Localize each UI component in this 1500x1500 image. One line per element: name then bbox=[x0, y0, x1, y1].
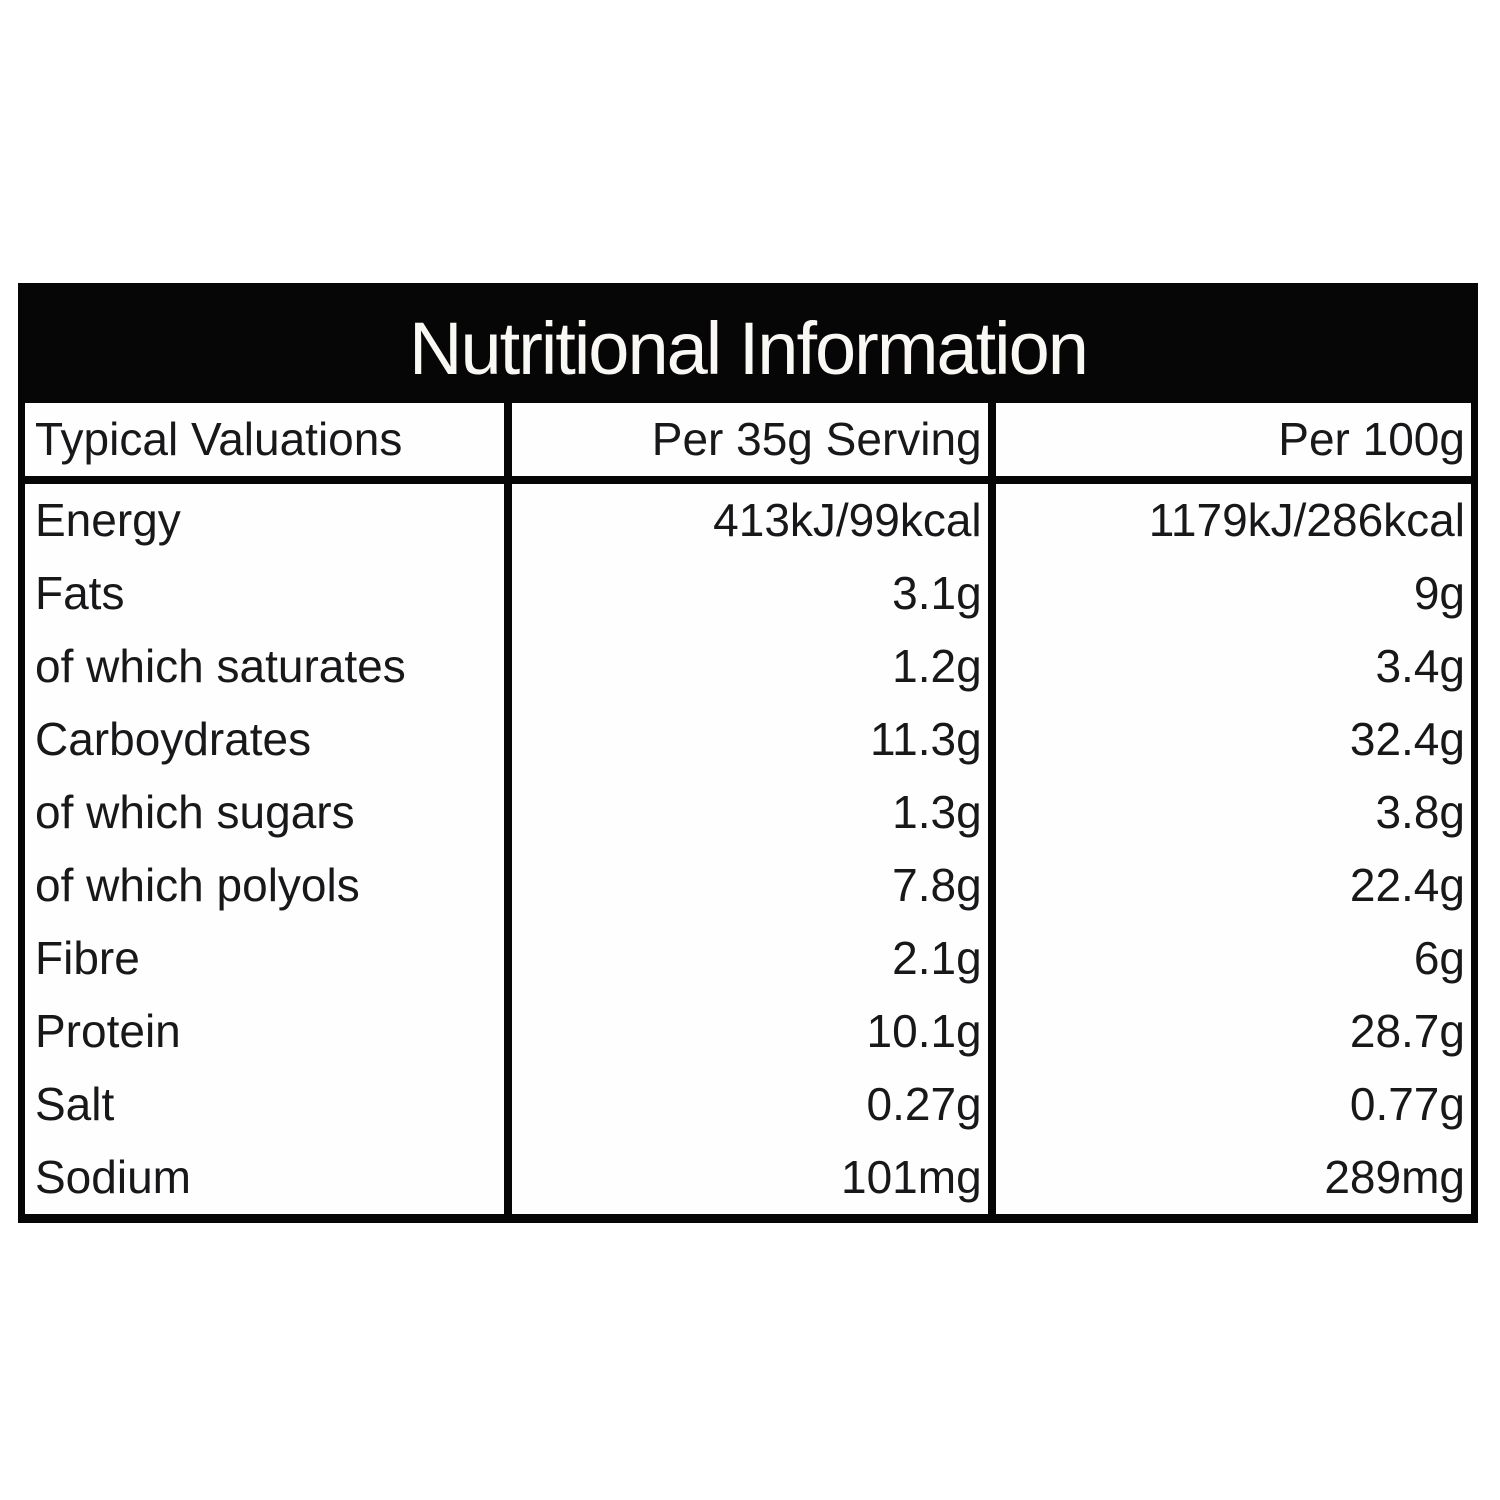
row-per-100g: 28.7g bbox=[995, 995, 1471, 1068]
row-label: Fibre bbox=[25, 922, 505, 995]
table-row-fibre: Fibre 2.1g 6g bbox=[25, 922, 1471, 995]
table-row-salt: Salt 0.27g 0.77g bbox=[25, 1068, 1471, 1141]
header-row: Typical Valuations Per 35g Serving Per 1… bbox=[25, 403, 1471, 476]
row-label: Sodium bbox=[25, 1141, 505, 1214]
row-label: of which sugars bbox=[25, 776, 505, 849]
table-row-carbohydrates: Carboydrates 11.3g 32.4g bbox=[25, 703, 1471, 776]
table-row-protein: Protein 10.1g 28.7g bbox=[25, 995, 1471, 1068]
row-label: Carboydrates bbox=[25, 703, 505, 776]
table-row-energy: Energy 413kJ/99kcal 1179kJ/286kcal bbox=[25, 484, 1471, 557]
row-per-serving: 413kJ/99kcal bbox=[512, 484, 988, 557]
row-per-serving: 101mg bbox=[512, 1141, 988, 1214]
row-per-serving: 10.1g bbox=[512, 995, 988, 1068]
row-per-100g: 1179kJ/286kcal bbox=[995, 484, 1471, 557]
header-per-serving: Per 35g Serving bbox=[512, 403, 988, 476]
row-label: Protein bbox=[25, 995, 505, 1068]
table-row-fats: Fats 3.1g 9g bbox=[25, 557, 1471, 630]
table-row-saturates: of which saturates 1.2g 3.4g bbox=[25, 630, 1471, 703]
row-per-serving: 3.1g bbox=[512, 557, 988, 630]
row-label: Salt bbox=[25, 1068, 505, 1141]
row-per-100g: 22.4g bbox=[995, 849, 1471, 922]
row-per-100g: 9g bbox=[995, 557, 1471, 630]
row-per-100g: 0.77g bbox=[995, 1068, 1471, 1141]
table-title-bar: Nutritional Information bbox=[25, 283, 1471, 403]
row-label: Energy bbox=[25, 484, 505, 557]
row-per-100g: 6g bbox=[995, 922, 1471, 995]
row-label: of which polyols bbox=[25, 849, 505, 922]
row-per-serving: 1.3g bbox=[512, 776, 988, 849]
row-per-100g: 3.4g bbox=[995, 630, 1471, 703]
row-per-100g: 289mg bbox=[995, 1141, 1471, 1214]
row-label: Fats bbox=[25, 557, 505, 630]
nutrition-table: Nutritional Information Typical Valuatio… bbox=[18, 283, 1478, 1223]
header-per-100g: Per 100g bbox=[995, 403, 1471, 476]
row-per-100g: 3.8g bbox=[995, 776, 1471, 849]
row-per-100g: 32.4g bbox=[995, 703, 1471, 776]
row-per-serving: 7.8g bbox=[512, 849, 988, 922]
row-per-serving: 0.27g bbox=[512, 1068, 988, 1141]
table-row-sugars: of which sugars 1.3g 3.8g bbox=[25, 776, 1471, 849]
row-per-serving: 11.3g bbox=[512, 703, 988, 776]
row-per-serving: 2.1g bbox=[512, 922, 988, 995]
table-row-polyols: of which polyols 7.8g 22.4g bbox=[25, 849, 1471, 922]
header-typical-valuations: Typical Valuations bbox=[25, 403, 505, 476]
row-per-serving: 1.2g bbox=[512, 630, 988, 703]
table-row-sodium: Sodium 101mg 289mg bbox=[25, 1141, 1471, 1214]
table-title: Nutritional Information bbox=[409, 306, 1089, 390]
row-label: of which saturates bbox=[25, 630, 505, 703]
